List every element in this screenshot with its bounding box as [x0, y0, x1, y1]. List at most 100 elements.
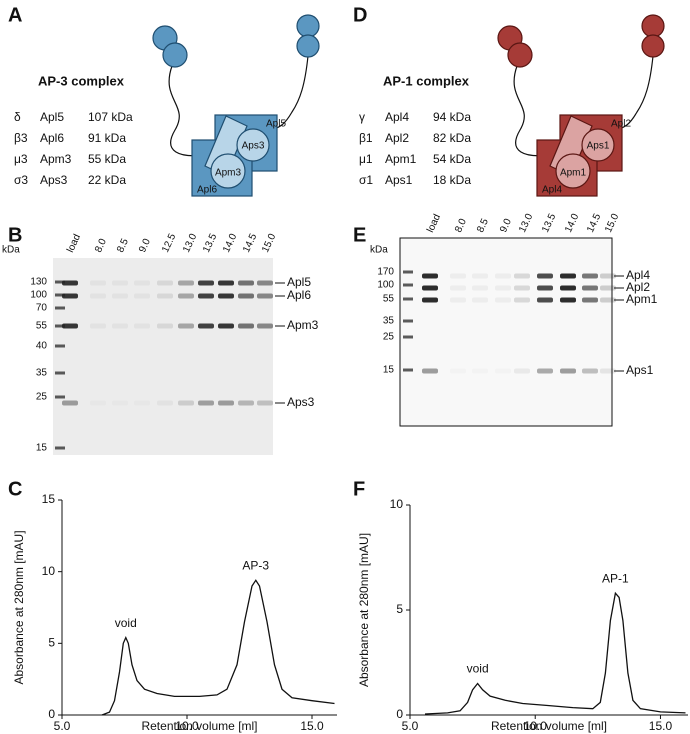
- lane-label: 14.5: [585, 212, 603, 235]
- lane-label: load: [65, 233, 83, 255]
- appendage: [296, 14, 320, 38]
- lane-label: 8.0: [93, 237, 109, 255]
- hinge: [513, 65, 551, 157]
- marker-band: [55, 293, 65, 297]
- panel-letter: D: [353, 4, 367, 26]
- chromatogram-line: [101, 579, 335, 716]
- x-tick-label: 15.0: [300, 719, 324, 733]
- protein-band: [198, 323, 214, 329]
- x-tick-label: 10.0: [175, 719, 199, 733]
- x-axis-label: Retention volume [ml]: [141, 719, 257, 733]
- y-tick-label: 5: [396, 602, 403, 616]
- lane-label: 15.0: [603, 212, 621, 235]
- protein-band: [178, 400, 194, 406]
- appendage: [296, 34, 320, 58]
- protein-band: [257, 400, 273, 406]
- protein-band: [560, 368, 576, 374]
- marker-band: [55, 324, 65, 328]
- subunit-cell: Apm3: [40, 152, 72, 166]
- protein-band: [495, 369, 511, 374]
- panel-letter: C: [8, 478, 22, 500]
- protein-band: [422, 368, 438, 374]
- protein-band: [157, 400, 173, 406]
- protein-band: [560, 273, 576, 279]
- protein-band: [218, 323, 234, 329]
- band-label: Apl5: [287, 275, 311, 289]
- hinge: [269, 55, 309, 131]
- protein-band: [62, 293, 78, 299]
- marker-band: [55, 446, 65, 450]
- unit-label: kDa: [370, 245, 388, 256]
- subunit-label: Apm3: [215, 168, 242, 179]
- subunit-label: Apl2: [611, 119, 631, 130]
- subunit-label: Aps1: [587, 141, 610, 152]
- subunit-cell: 22 kDa: [88, 173, 126, 187]
- subunit-cell: 54 kDa: [433, 152, 471, 166]
- unit-label: kDa: [2, 245, 20, 256]
- protein-band: [422, 273, 438, 279]
- protein-band: [238, 293, 254, 299]
- subunit-cell: Apl4: [385, 110, 409, 124]
- marker-band: [403, 368, 413, 372]
- marker-band: [403, 297, 413, 301]
- protein-band: [472, 273, 488, 279]
- protein-band: [238, 280, 254, 286]
- lane-label: 15.0: [260, 232, 278, 255]
- peak-annotation: AP-3: [242, 558, 269, 572]
- protein-band: [238, 400, 254, 406]
- band-label: Aps3: [287, 395, 315, 409]
- y-tick-label: 0: [48, 707, 55, 721]
- protein-band: [600, 368, 616, 374]
- small-subunit: [236, 128, 270, 162]
- marker-label: 55: [383, 294, 395, 305]
- protein-band: [600, 285, 616, 291]
- protein-band: [157, 280, 173, 286]
- protein-band: [112, 401, 128, 406]
- marker-label: 25: [383, 332, 395, 343]
- protein-band: [90, 323, 106, 329]
- peak-annotation: void: [115, 616, 137, 630]
- protein-band: [537, 368, 553, 374]
- marker-band: [55, 306, 65, 310]
- marker-band: [55, 395, 65, 399]
- protein-band: [134, 323, 150, 329]
- peak-annotation: AP-1: [602, 571, 629, 585]
- protein-band: [62, 280, 78, 286]
- gel: [53, 258, 273, 455]
- subunit-label: Aps3: [242, 141, 265, 152]
- subunit-cell: β3: [14, 131, 28, 145]
- panel-letter: F: [353, 478, 365, 500]
- subunit-cell: 55 kDa: [88, 152, 126, 166]
- x-axis-label: Retention volume [ml]: [491, 719, 607, 733]
- lane-label: 14.5: [241, 232, 259, 255]
- lane-label: 13.0: [181, 232, 199, 255]
- marker-label: 40: [36, 341, 48, 352]
- lane-label: 8.5: [475, 217, 491, 235]
- subunit-cell: Aps1: [385, 173, 413, 187]
- protein-band: [450, 285, 466, 291]
- protein-band: [582, 273, 598, 279]
- protein-band: [62, 323, 78, 329]
- marker-band: [55, 371, 65, 375]
- band-label: Apm3: [287, 318, 319, 332]
- protein-band: [422, 285, 438, 291]
- protein-band: [157, 323, 173, 329]
- protein-band: [537, 285, 553, 291]
- subunit-cell: σ1: [359, 173, 373, 187]
- subunit-cell: 82 kDa: [433, 131, 471, 145]
- protein-band: [582, 285, 598, 291]
- y-tick-label: 0: [396, 707, 403, 721]
- marker-label: 100: [30, 290, 47, 301]
- hinge: [614, 55, 654, 131]
- lane-label: 9.0: [137, 237, 153, 255]
- band-label: Apl4: [626, 268, 650, 282]
- protein-band: [134, 280, 150, 286]
- marker-label: 35: [383, 316, 395, 327]
- protein-band: [450, 369, 466, 374]
- y-axis-label: Absorbance at 280nm [mAU]: [12, 530, 26, 684]
- marker-band: [403, 270, 413, 274]
- marker-label: 35: [36, 368, 48, 379]
